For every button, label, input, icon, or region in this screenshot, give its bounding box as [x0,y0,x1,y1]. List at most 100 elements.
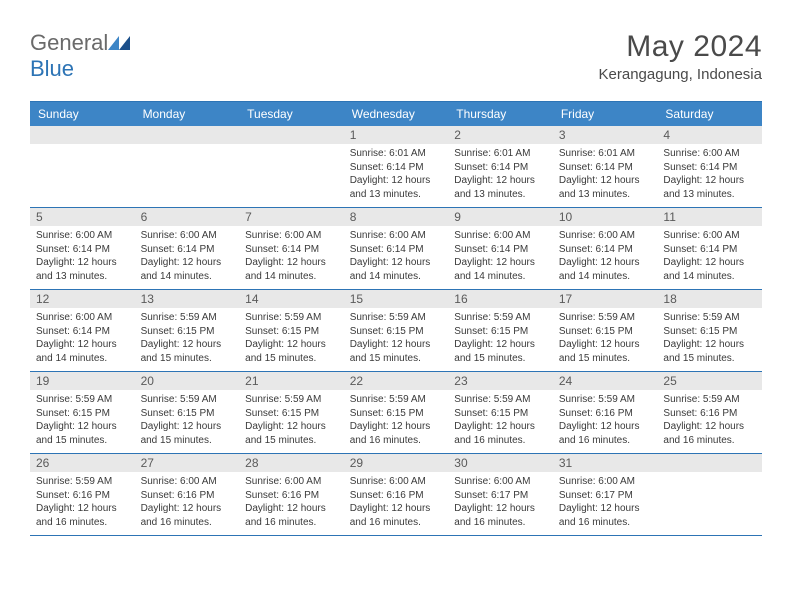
day-cell: 8 Sunrise: 6:00 AMSunset: 6:14 PMDaylight… [344,208,449,289]
day-number: 24 [553,372,658,390]
day-number: 14 [239,290,344,308]
day-number [30,126,135,144]
location-label: Kerangagung, Indonesia [599,66,762,83]
day-cell: 11Sunrise: 6:00 AMSunset: 6:14 PMDayligh… [657,208,762,289]
daylight-text: Daylight: 12 hours and 15 minutes. [141,338,234,365]
day-info: Sunrise: 6:00 AMSunset: 6:14 PMDaylight:… [36,229,129,283]
day-number: 8 [344,208,449,226]
day-info: Sunrise: 6:00 AMSunset: 6:17 PMDaylight:… [454,475,547,529]
sunrise-text: Sunrise: 6:00 AM [663,147,756,161]
sunrise-text: Sunrise: 5:59 AM [559,393,652,407]
day-cell: 28Sunrise: 6:00 AMSunset: 6:16 PMDayligh… [239,454,344,535]
sunset-text: Sunset: 6:14 PM [454,161,547,175]
sunrise-text: Sunrise: 5:59 AM [663,393,756,407]
day-info: Sunrise: 6:01 AMSunset: 6:14 PMDaylight:… [559,147,652,201]
day-info: Sunrise: 5:59 AMSunset: 6:15 PMDaylight:… [559,311,652,365]
sunrise-text: Sunrise: 5:59 AM [36,393,129,407]
sunset-text: Sunset: 6:15 PM [245,407,338,421]
sunrise-text: Sunrise: 5:59 AM [245,393,338,407]
day-number: 3 [553,126,658,144]
sunrise-text: Sunrise: 5:59 AM [141,393,234,407]
day-cell: 17Sunrise: 5:59 AMSunset: 6:15 PMDayligh… [553,290,658,371]
day-info: Sunrise: 6:00 AMSunset: 6:14 PMDaylight:… [141,229,234,283]
day-cell: 6Sunrise: 6:00 AMSunset: 6:14 PMDaylight… [135,208,240,289]
day-info: Sunrise: 6:00 AMSunset: 6:14 PMDaylight:… [663,147,756,201]
daylight-text: Daylight: 12 hours and 15 minutes. [245,338,338,365]
day-number: 26 [30,454,135,472]
daylight-text: Daylight: 12 hours and 14 minutes. [141,256,234,283]
day-cell: 27Sunrise: 6:00 AMSunset: 6:16 PMDayligh… [135,454,240,535]
sunrise-text: Sunrise: 5:59 AM [663,311,756,325]
day-number: 2 [448,126,553,144]
daylight-text: Daylight: 12 hours and 15 minutes. [36,420,129,447]
day-info: Sunrise: 6:00 AMSunset: 6:16 PMDaylight:… [350,475,443,529]
day-number: 30 [448,454,553,472]
sunrise-text: Sunrise: 6:01 AM [350,147,443,161]
sunset-text: Sunset: 6:15 PM [663,325,756,339]
brand-name: GeneralBlue [30,30,130,82]
day-number: 7 [239,208,344,226]
day-info: Sunrise: 6:01 AMSunset: 6:14 PMDaylight:… [454,147,547,201]
sunset-text: Sunset: 6:14 PM [559,161,652,175]
day-info: Sunrise: 5:59 AMSunset: 6:15 PMDaylight:… [350,393,443,447]
daylight-text: Daylight: 12 hours and 16 minutes. [454,420,547,447]
brand-name-part2: Blue [30,56,74,81]
day-cell: 4Sunrise: 6:00 AMSunset: 6:14 PMDaylight… [657,126,762,207]
day-info: Sunrise: 5:59 AMSunset: 6:15 PMDaylight:… [663,311,756,365]
day-cell: 7Sunrise: 6:00 AMSunset: 6:14 PMDaylight… [239,208,344,289]
day-info: Sunrise: 5:59 AMSunset: 6:15 PMDaylight:… [141,311,234,365]
day-cell: 15Sunrise: 5:59 AMSunset: 6:15 PMDayligh… [344,290,449,371]
day-info: Sunrise: 6:00 AMSunset: 6:14 PMDaylight:… [350,229,443,283]
day-info: Sunrise: 5:59 AMSunset: 6:15 PMDaylight:… [36,393,129,447]
sunrise-text: Sunrise: 6:00 AM [350,229,443,243]
sunset-text: Sunset: 6:14 PM [141,243,234,257]
sunrise-text: Sunrise: 6:00 AM [454,475,547,489]
sunset-text: Sunset: 6:14 PM [350,161,443,175]
day-cell: 29 Sunrise: 6:00 AMSunset: 6:16 PMDayligh… [344,454,449,535]
daylight-text: Daylight: 12 hours and 14 minutes. [245,256,338,283]
day-cell: 9Sunrise: 6:00 AMSunset: 6:14 PMDaylight… [448,208,553,289]
day-cell [657,454,762,535]
daylight-text: Daylight: 12 hours and 15 minutes. [559,338,652,365]
sunset-text: Sunset: 6:15 PM [454,325,547,339]
sunrise-text: Sunrise: 6:00 AM [663,229,756,243]
day-info: Sunrise: 5:59 AMSunset: 6:16 PMDaylight:… [559,393,652,447]
sunrise-text: Sunrise: 6:01 AM [559,147,652,161]
week-row: 26Sunrise: 5:59 AMSunset: 6:16 PMDayligh… [30,454,762,536]
sunrise-text: Sunrise: 5:59 AM [559,311,652,325]
sunset-text: Sunset: 6:14 PM [559,243,652,257]
day-info: Sunrise: 6:00 AMSunset: 6:16 PMDaylight:… [141,475,234,529]
daylight-text: Daylight: 12 hours and 16 minutes. [36,502,129,529]
day-cell: 20Sunrise: 5:59 AMSunset: 6:15 PMDayligh… [135,372,240,453]
daylight-text: Daylight: 12 hours and 16 minutes. [663,420,756,447]
week-row: 5Sunrise: 6:00 AMSunset: 6:14 PMDaylight… [30,208,762,290]
day-info: Sunrise: 5:59 AMSunset: 6:15 PMDaylight:… [454,311,547,365]
day-info: Sunrise: 5:59 AMSunset: 6:15 PMDaylight:… [245,311,338,365]
day-number [657,454,762,472]
sunrise-text: Sunrise: 5:59 AM [350,311,443,325]
daylight-text: Daylight: 12 hours and 15 minutes. [663,338,756,365]
weekday-header: Sunday [30,102,135,126]
day-number: 25 [657,372,762,390]
day-info: Sunrise: 6:00 AMSunset: 6:14 PMDaylight:… [36,311,129,365]
weekday-header: Tuesday [239,102,344,126]
sunset-text: Sunset: 6:14 PM [663,243,756,257]
daylight-text: Daylight: 12 hours and 13 minutes. [36,256,129,283]
day-number: 10 [553,208,658,226]
sunrise-text: Sunrise: 6:00 AM [36,229,129,243]
daylight-text: Daylight: 12 hours and 16 minutes. [350,502,443,529]
sunrise-text: Sunrise: 6:00 AM [141,229,234,243]
day-cell: 13Sunrise: 5:59 AMSunset: 6:15 PMDayligh… [135,290,240,371]
day-cell: 18Sunrise: 5:59 AMSunset: 6:15 PMDayligh… [657,290,762,371]
day-cell: 10Sunrise: 6:00 AMSunset: 6:14 PMDayligh… [553,208,658,289]
brand-logo: GeneralBlue [30,30,130,82]
day-number: 29 [344,454,449,472]
sunrise-text: Sunrise: 6:00 AM [36,311,129,325]
sunrise-text: Sunrise: 6:00 AM [245,229,338,243]
weekday-header: Friday [553,102,658,126]
day-info: Sunrise: 5:59 AMSunset: 6:15 PMDaylight:… [141,393,234,447]
week-row: 12Sunrise: 6:00 AMSunset: 6:14 PMDayligh… [30,290,762,372]
daylight-text: Daylight: 12 hours and 14 minutes. [36,338,129,365]
day-number: 31 [553,454,658,472]
day-cell: 16Sunrise: 5:59 AMSunset: 6:15 PMDayligh… [448,290,553,371]
